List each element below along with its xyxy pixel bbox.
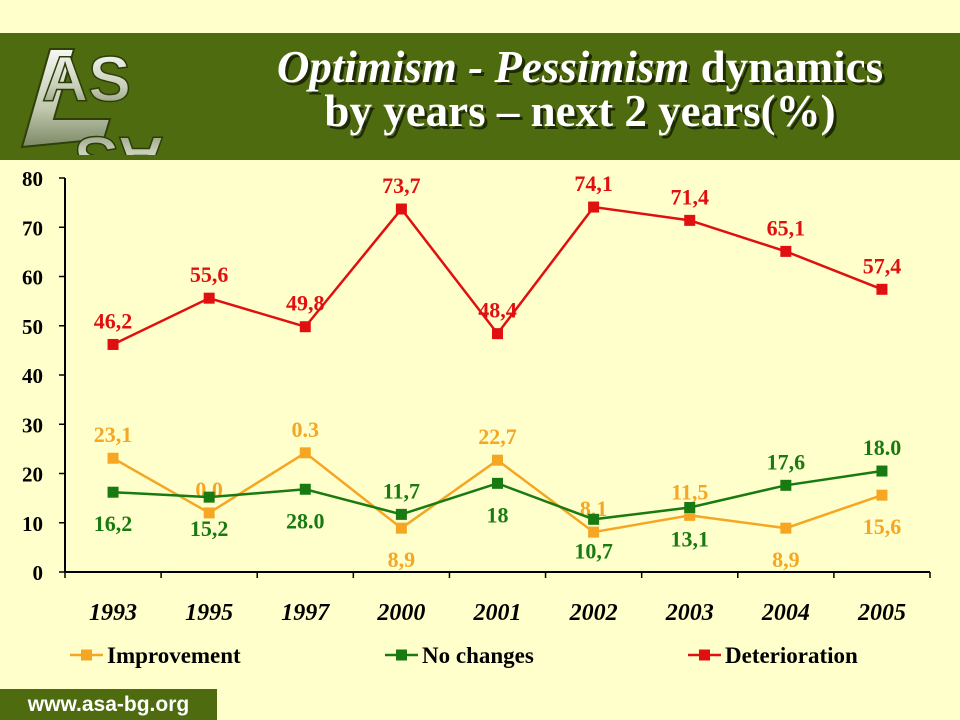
x-tick-label: 2000 [376, 600, 425, 626]
svg-text:AS: AS [75, 123, 164, 155]
data-point-no-changes [203, 491, 215, 503]
data-label-no-changes: 11,7 [383, 478, 420, 503]
data-point-deterioration [395, 203, 407, 215]
y-tick-label: 30 [22, 413, 43, 437]
data-point-improvement [588, 526, 600, 538]
data-label-deterioration: 73,7 [382, 173, 421, 198]
data-point-no-changes [684, 501, 696, 513]
x-tick-label: 2004 [761, 600, 810, 626]
data-label-no-changes: 15,2 [190, 516, 229, 541]
x-tick-label: 2001 [473, 600, 522, 626]
title-italic-part: Optimism - Pessimism [276, 42, 690, 92]
data-label-deterioration: 57,4 [863, 253, 902, 278]
data-point-deterioration [684, 214, 696, 226]
chart-series: 23,10.00.38,922,78,111,58,915,616,2 15,2 2… [94, 171, 901, 572]
data-label-improvement: 0.3 [292, 417, 320, 442]
data-point-improvement [684, 509, 696, 521]
data-label-improvement: 23,1 [94, 422, 133, 447]
data-point-improvement [395, 522, 407, 534]
y-tick-label: 10 [22, 512, 43, 536]
series-improvement: 23,10.00.38,922,78,111,58,915,6 [94, 417, 901, 572]
legend-marker-improvement [81, 649, 92, 661]
data-point-deterioration [588, 201, 600, 213]
x-tick-label: 2005 [857, 600, 906, 626]
data-point-no-changes [107, 486, 119, 498]
data-label-deterioration: 49,8 [286, 291, 325, 316]
title-line-1: Optimism - Pessimism dynamics [200, 42, 960, 92]
data-label-improvement: 22,7 [478, 424, 517, 449]
website-url[interactable]: www.asa-bg.org [0, 689, 217, 720]
y-tick-label: 70 [22, 216, 43, 240]
data-label-no-changes: 28.0 [286, 508, 325, 533]
data-label-deterioration: 48,4 [478, 298, 517, 323]
data-point-improvement [492, 454, 503, 466]
data-label-no-changes: 16,2 [94, 511, 133, 536]
chart-legend: Improvement No changes Deterioration [70, 643, 858, 668]
data-label-improvement: 15,6 [863, 514, 902, 539]
data-label-deterioration: 74,1 [574, 171, 613, 196]
data-label-no-changes: 13,1 [670, 526, 709, 551]
data-point-deterioration [203, 292, 215, 304]
data-point-improvement [299, 447, 311, 459]
data-point-no-changes [588, 513, 600, 525]
series-deterioration: 46,2 55,6 49,8 73,7 48,4 74,1 71,4 65,1 57,4 [94, 171, 901, 350]
y-tick-label: 40 [22, 364, 43, 388]
data-point-deterioration [492, 328, 503, 340]
data-label-no-changes: 18.0 [863, 435, 902, 460]
line-chart: 0 10 20 30 40 50 60 70 80 1993 1995 1997 2000 2001 200… [22, 167, 931, 668]
asa-logo: AS AS [20, 42, 165, 155]
data-point-improvement [203, 507, 215, 519]
data-point-no-changes [299, 483, 311, 495]
data-label-no-changes: 18 [487, 502, 509, 527]
data-point-improvement [107, 452, 119, 464]
x-tick-label: 1993 [89, 600, 137, 626]
data-label-improvement: 11,5 [671, 479, 708, 504]
data-label-deterioration: 65,1 [767, 215, 806, 240]
title-banner: AS AS Optimism - Pessimism dynamics by y… [0, 33, 960, 160]
y-tick-label: 20 [22, 463, 43, 487]
data-label-deterioration: 55,6 [190, 262, 229, 287]
chart-title: Optimism - Pessimism dynamics by years –… [200, 42, 960, 136]
x-tick-label: 2003 [665, 600, 714, 626]
legend-label-no-changes: No changes [422, 643, 534, 668]
data-label-deterioration: 71,4 [670, 184, 709, 209]
x-tick-label: 1995 [185, 600, 233, 626]
y-tick-label: 0 [33, 561, 44, 585]
data-point-deterioration [876, 283, 888, 295]
data-label-deterioration: 46,2 [94, 308, 133, 333]
data-point-improvement [780, 522, 792, 534]
title-rest-part: dynamics [700, 42, 884, 92]
data-point-no-changes [876, 465, 888, 477]
data-point-improvement [876, 489, 888, 501]
title-line-2: by years – next 2 years(%) [324, 86, 836, 136]
data-label-no-changes: 10,7 [574, 538, 613, 563]
y-tick-label: 50 [22, 315, 43, 339]
x-tick-label: 1997 [281, 600, 330, 626]
legend-marker-deterioration [699, 649, 710, 661]
data-label-improvement: 8,9 [772, 547, 800, 572]
series-no-changes: 16,2 15,2 28.0 11,7 18 10,7 13,1 17,6 18.0 [94, 435, 901, 563]
legend-label-deterioration: Deterioration [725, 643, 858, 668]
data-point-no-changes [780, 479, 792, 491]
data-label-no-changes: 17,6 [767, 449, 806, 474]
data-point-no-changes [492, 477, 503, 489]
data-point-no-changes [395, 508, 407, 520]
x-tick-label: 2002 [569, 600, 618, 626]
svg-text:AS: AS [42, 43, 131, 115]
chart-axes: 0 10 20 30 40 50 60 70 80 1993 1995 1997 2000 2001 200… [22, 167, 931, 626]
legend-label-improvement: Improvement [107, 643, 241, 668]
y-tick-label: 80 [22, 167, 43, 191]
legend-marker-no-changes [396, 649, 407, 661]
data-point-deterioration [780, 245, 792, 257]
data-point-deterioration [107, 338, 119, 350]
data-label-improvement: 8,9 [388, 547, 416, 572]
y-tick-label: 60 [22, 266, 43, 290]
data-point-deterioration [299, 321, 311, 333]
